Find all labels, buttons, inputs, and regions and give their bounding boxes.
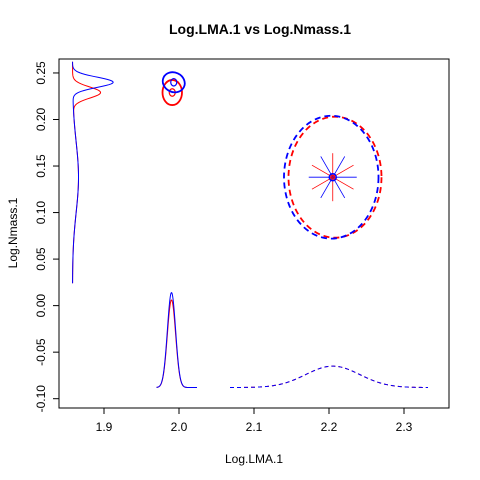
blue-small-inner-ellipse [170,77,178,87]
y-axis: -0.10 -0.05 0.00 0.05 0.10 0.15 0.20 0.25 [34,61,59,412]
x-axis: 1.9 2.0 2.1 2.2 2.3 [96,408,413,434]
y-tick-label: 0.20 [34,107,48,131]
blue-small-ellipse [161,71,186,94]
blue-large-ellipse [283,114,380,240]
blue-x-density-wide [230,365,428,389]
x-tick-label: 2.0 [171,420,188,434]
x-tick-label: 1.9 [96,420,113,434]
blue-y-density [72,61,114,284]
star-spoke [311,164,354,190]
y-tick-label: -0.05 [34,338,48,366]
red-y-density [72,61,102,284]
chart-title: Log.LMA.1 vs Log.Nmass.1 [169,21,351,37]
y-tick-label: 0.05 [34,247,48,271]
y-axis-label: Log.Nmass.1 [6,197,20,268]
y-tick-label: 0.10 [34,201,48,225]
x-tick-label: 2.3 [396,420,413,434]
x-tick-label: 2.2 [321,420,338,434]
y-tick-label: 0.00 [34,294,48,318]
x-tick-label: 2.1 [246,420,263,434]
plot-frame [58,58,450,409]
star-center-red [330,174,336,180]
y-tick-label: 0.25 [34,61,48,85]
blue-x-density-narrow [156,292,197,389]
red-x-density-wide [230,365,428,389]
y-tick-label: 0.15 [34,154,48,178]
plot-marks [72,61,428,389]
star-center-blue [328,172,337,182]
y-tick-label: -0.10 [34,385,48,413]
x-axis-label: Log.LMA.1 [225,452,283,466]
red-small-ellipse [161,79,183,106]
